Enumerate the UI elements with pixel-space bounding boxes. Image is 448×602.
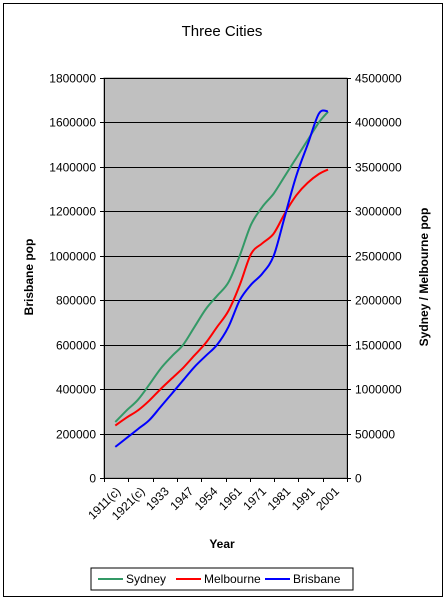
x-tick-label: 1961 — [216, 484, 245, 513]
right-tick-label: 0 — [355, 472, 362, 486]
right-tick-label: 4500000 — [355, 72, 402, 86]
left-tick-label: 600000 — [56, 339, 96, 353]
x-tick-label: 1981 — [265, 484, 294, 513]
chart-title: Three Cities — [182, 23, 263, 40]
legend-label-melbourne: Melbourne — [204, 572, 261, 586]
x-axis: 1911(c)1921(c)19331947195419611971198119… — [85, 478, 348, 523]
left-tick-label: 1000000 — [49, 250, 96, 264]
x-tick-label: 1991 — [289, 484, 318, 513]
x-tick-label: 1971 — [240, 484, 269, 513]
left-tick-label: 800000 — [56, 294, 96, 308]
right-axis-title: Sydney / Melbourne pop — [417, 208, 431, 347]
plot-background — [103, 77, 348, 479]
legend-label-sydney: Sydney — [126, 572, 166, 586]
right-tick-label: 4000000 — [355, 116, 402, 130]
x-tick-label: 2001 — [313, 484, 342, 513]
right-tick-label: 500000 — [355, 428, 395, 442]
left-tick-label: 200000 — [56, 428, 96, 442]
left-tick-label: 0 — [89, 472, 96, 486]
x-tick-label: 1954 — [192, 484, 221, 513]
left-tick-label: 1800000 — [49, 72, 96, 86]
left-axis-title: Brisbane pop — [22, 239, 36, 316]
left-tick-label: 400000 — [56, 383, 96, 397]
right-tick-label: 2000000 — [355, 294, 402, 308]
right-tick-label: 2500000 — [355, 250, 402, 264]
legend: Sydney Melbourne Brisbane — [90, 567, 354, 591]
x-axis-title: Year — [209, 537, 235, 551]
right-tick-label: 3000000 — [355, 205, 402, 219]
left-axis: 0 200000 400000 600000 800000 1000000 1200000 1… — [49, 72, 104, 486]
legend-box — [90, 567, 354, 591]
left-tick-label: 1200000 — [49, 205, 96, 219]
x-tick-label: 1933 — [143, 484, 172, 513]
right-tick-label: 3500000 — [355, 161, 402, 175]
left-tick-label: 1400000 — [49, 161, 96, 175]
right-tick-label: 1500000 — [355, 339, 402, 353]
series-line-sydney — [114, 111, 329, 423]
plot-area — [103, 77, 348, 479]
series-line-melbourne — [114, 168, 329, 427]
right-axis: 0 500000 1000000 1500000 2000000 2500000 30000… — [347, 72, 402, 486]
legend-label-brisbane: Brisbane — [293, 572, 341, 586]
right-tick-label: 1000000 — [355, 383, 402, 397]
left-tick-label: 1600000 — [49, 116, 96, 130]
x-tick-label: 1947 — [167, 484, 196, 513]
series-line-brisbane — [114, 109, 329, 448]
